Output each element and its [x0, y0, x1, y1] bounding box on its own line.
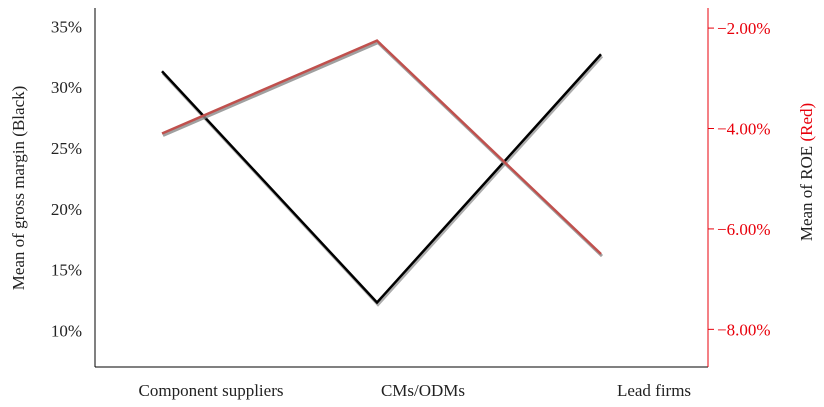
left-tick-label: 20%	[51, 200, 82, 219]
left-tick-label: 25%	[51, 139, 82, 158]
right-tick-label: −8.00%	[717, 320, 771, 339]
right-tick-label: −6.00%	[717, 220, 771, 239]
plot-frame	[94, 8, 709, 368]
category-label: Component suppliers	[139, 381, 284, 400]
left-tick-label: 35%	[51, 17, 82, 36]
series-lines	[161, 39, 604, 307]
series-line	[161, 39, 602, 255]
right-axis-title: Mean of ROE (Red)	[797, 103, 816, 241]
right-axis-title-prefix: Mean of ROE	[797, 146, 816, 241]
series-shadow	[162, 40, 604, 258]
right-tick-labels: −8.00% −6.00% −4.00% −2.00%	[708, 19, 771, 339]
left-axis-title-prefix: Mean of gross margin	[9, 140, 28, 290]
series-line	[161, 53, 602, 305]
left-tick-label: 10%	[51, 321, 82, 340]
left-tick-labels: 10% 15% 20% 25% 30% 35%	[51, 17, 82, 340]
right-axis-title-suffix: (Red)	[797, 103, 816, 142]
left-axis-title-suffix: (Black)	[9, 86, 28, 137]
left-axis-title: Mean of gross margin (Black)	[9, 86, 28, 291]
series-shadow	[161, 55, 604, 307]
left-tick-label: 30%	[51, 78, 82, 97]
category-label: Lead firms	[617, 381, 691, 400]
right-tick-label: −2.00%	[717, 19, 771, 38]
category-label: CMs/ODMs	[381, 381, 465, 400]
left-tick-label: 15%	[51, 261, 82, 280]
category-labels: Component suppliers CMs/ODMs Lead firms	[139, 381, 692, 400]
right-tick-label: −4.00%	[717, 120, 771, 139]
